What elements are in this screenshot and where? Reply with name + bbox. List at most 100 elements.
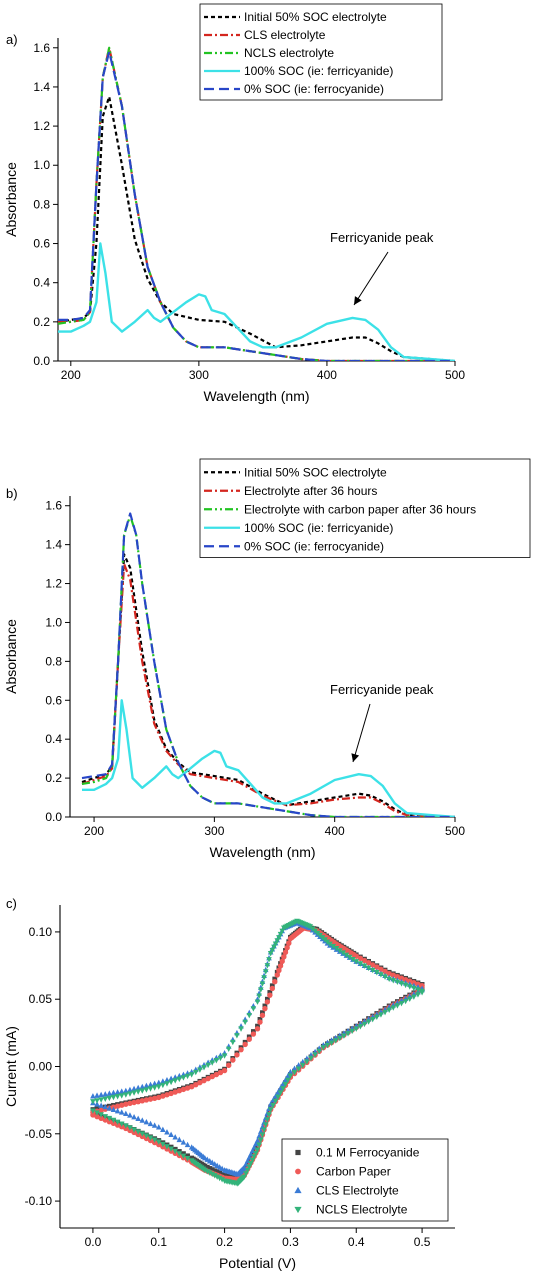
- legend-label: Electrolyte with carbon paper after 36 h…: [244, 502, 476, 516]
- data-point: [282, 1081, 289, 1088]
- data-point: [106, 1090, 113, 1096]
- data-point: [286, 940, 292, 946]
- data-point: [398, 981, 405, 987]
- x-tick-label: 0.1: [150, 1235, 167, 1249]
- data-point: [164, 1144, 170, 1150]
- series-line-3: [58, 242, 455, 361]
- data-point: [242, 1019, 248, 1026]
- data-point: [259, 981, 266, 987]
- data-point: [411, 980, 417, 986]
- data-point: [415, 987, 421, 993]
- data-point: [374, 1014, 380, 1021]
- data-point: [155, 1124, 162, 1130]
- legend-swatch: [295, 1168, 301, 1175]
- y-tick-label: 1.4: [33, 80, 50, 94]
- data-point: [106, 1095, 113, 1102]
- data-point: [123, 1101, 129, 1107]
- legend-label: CLS electrolyte: [244, 28, 326, 42]
- legend-box: [199, 458, 531, 558]
- legend-label: 100% SOC (ie: ferricyanide): [244, 521, 393, 535]
- data-point: [123, 1123, 129, 1129]
- x-axis-title: Potential (V): [219, 1255, 296, 1271]
- x-tick-label: 300: [189, 368, 209, 382]
- data-point: [110, 1094, 117, 1101]
- chart-panel-b: b) 200 300 400 500 0.0 0.2 0.4 0.6 0.8 1.0 1.2 1.4 1.…: [3, 458, 531, 860]
- data-point: [160, 1082, 166, 1089]
- data-point: [201, 1065, 207, 1071]
- data-point: [378, 1012, 384, 1018]
- data-point: [213, 1058, 220, 1064]
- data-point: [147, 1096, 154, 1102]
- data-point: [299, 1058, 306, 1065]
- data-point: [90, 1112, 96, 1118]
- legend-label: Carbon Paper: [316, 1165, 391, 1179]
- data-point: [98, 1115, 104, 1122]
- data-point: [90, 1099, 96, 1105]
- data-point: [266, 1112, 272, 1118]
- chart-panel-c: c) 0.0 0.1 0.2 0.3 0.4 0.5 -0.10 -0.05 0.00 0.05 0.…: [3, 896, 455, 1271]
- data-point: [382, 974, 388, 980]
- y-tick-label: 1.6: [33, 41, 50, 55]
- data-point: [246, 1012, 253, 1019]
- data-point: [90, 1093, 96, 1099]
- data-point: [143, 1133, 150, 1139]
- data-point: [246, 1164, 253, 1170]
- data-point: [259, 1012, 266, 1019]
- data-point: [299, 1062, 306, 1069]
- data-point: [374, 964, 380, 970]
- data-point: [114, 1089, 121, 1095]
- data-point: [176, 1136, 183, 1143]
- data-point: [272, 979, 278, 985]
- data-point: [151, 1122, 158, 1128]
- data-point: [291, 1065, 298, 1071]
- data-point: [394, 1003, 401, 1009]
- data-point: [204, 1156, 211, 1162]
- data-point: [123, 1110, 129, 1117]
- data-point: [261, 975, 267, 981]
- data-point: [350, 956, 356, 963]
- data-point: [219, 1171, 225, 1177]
- data-point: [365, 965, 372, 972]
- data-point: [114, 1119, 121, 1126]
- data-point: [209, 1167, 215, 1173]
- y-tick-label: 0.0: [45, 810, 62, 824]
- data-point: [398, 975, 405, 981]
- data-point: [123, 1087, 129, 1094]
- data-point: [204, 1164, 210, 1170]
- data-point: [151, 1080, 158, 1087]
- data-point: [135, 1129, 141, 1135]
- data-point: [98, 1107, 104, 1113]
- data-point: [214, 1169, 220, 1175]
- legend-box: [199, 3, 443, 101]
- data-point: [262, 1122, 269, 1128]
- data-point: [139, 1083, 146, 1090]
- data-point: [110, 1120, 117, 1127]
- data-point: [207, 1166, 213, 1171]
- legend-label: NCLS electrolyte: [244, 46, 334, 60]
- data-point: [168, 1146, 174, 1152]
- data-point: [250, 1031, 257, 1037]
- x-tick-label: 500: [445, 368, 465, 382]
- data-point: [209, 1060, 216, 1066]
- data-point: [172, 1078, 179, 1084]
- data-point: [180, 1139, 187, 1145]
- data-point: [131, 1113, 137, 1120]
- plot-area: [81, 512, 455, 817]
- data-point: [160, 1141, 166, 1148]
- data-point: [244, 1167, 251, 1174]
- data-point: [147, 1120, 154, 1127]
- legend-label: Initial 50% SOC electrolyte: [244, 465, 387, 479]
- y-tick-label: 1.2: [33, 119, 50, 133]
- data-point: [336, 948, 343, 954]
- data-point: [168, 1079, 174, 1086]
- data-point: [340, 950, 346, 956]
- data-point: [249, 1157, 256, 1164]
- data-point: [221, 1067, 228, 1074]
- data-point: [217, 1170, 223, 1176]
- y-tick-label: 0.05: [29, 992, 53, 1006]
- data-point: [287, 1073, 294, 1079]
- data-point: [102, 1114, 109, 1120]
- data-point: [151, 1137, 158, 1143]
- data-point: [94, 1110, 100, 1116]
